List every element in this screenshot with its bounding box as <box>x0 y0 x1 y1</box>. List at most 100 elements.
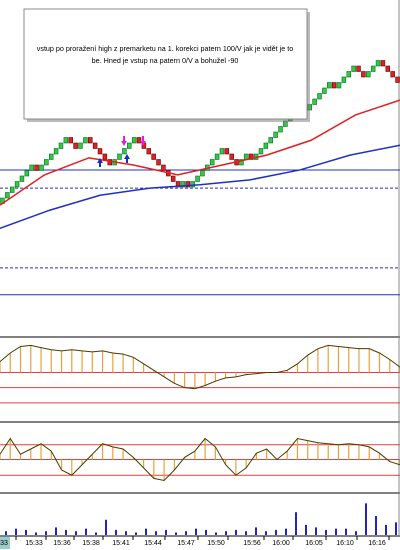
volume-bar <box>315 527 317 535</box>
renko-brick <box>214 153 220 160</box>
volume-bar <box>75 531 77 535</box>
time-label: 15:33 <box>25 540 43 547</box>
volume-bar <box>115 529 117 535</box>
renko-brick <box>78 142 83 149</box>
volume-bar <box>165 529 167 535</box>
renko-brick <box>39 164 44 171</box>
volume-bar <box>275 529 277 535</box>
renko-brick <box>9 186 15 193</box>
volume-bar <box>135 532 137 535</box>
volume-bar <box>295 512 297 535</box>
renko-brick <box>83 137 88 144</box>
renko-brick <box>229 153 234 160</box>
renko-brick <box>317 93 322 100</box>
volume-bar <box>25 529 27 535</box>
volume-bar <box>55 527 57 535</box>
renko-brick <box>161 164 166 171</box>
renko-brick <box>331 82 337 89</box>
renko-brick <box>312 98 317 105</box>
renko-brick <box>346 71 352 78</box>
volume-bar <box>255 527 257 535</box>
time-label: 33 <box>0 540 8 547</box>
renko-brick <box>370 65 376 72</box>
time-label: 15:47 <box>177 540 195 547</box>
renko-brick <box>209 159 215 166</box>
renko-brick <box>136 137 142 144</box>
volume-bar <box>385 524 387 535</box>
renko-brick <box>63 137 69 144</box>
time-label: 16:16 <box>368 540 386 547</box>
volume-bar <box>225 531 227 535</box>
renko-brick <box>53 148 59 155</box>
renko-brick <box>395 76 400 83</box>
volume-bar <box>65 529 67 535</box>
renko-brick <box>170 175 176 182</box>
volume-bar <box>105 519 107 535</box>
volume-bar <box>145 528 147 535</box>
renko-brick <box>48 153 54 160</box>
volume-bar <box>265 531 267 535</box>
renko-brick <box>92 142 98 149</box>
sell-arrow <box>121 136 127 146</box>
renko-brick <box>14 181 20 188</box>
renko-brick <box>151 153 156 160</box>
renko-brick <box>127 142 132 149</box>
volume-bar <box>305 524 307 535</box>
volume-bar <box>45 531 47 535</box>
renko-brick <box>366 71 371 78</box>
time-label: 16:05 <box>305 540 323 547</box>
note-box <box>23 8 308 120</box>
volume-bar <box>185 531 187 535</box>
renko-brick <box>190 181 195 188</box>
time-label: 15:56 <box>243 540 261 547</box>
renko-brick <box>239 159 244 166</box>
note-line: vstup po proražení high z premarketu na … <box>37 44 294 53</box>
volume-bar <box>205 529 207 535</box>
renko-brick <box>122 148 127 155</box>
renko-brick <box>341 76 347 83</box>
renko-brick <box>29 164 34 171</box>
renko-brick <box>336 82 342 89</box>
buy-arrow <box>97 158 103 167</box>
renko-brick <box>375 60 381 67</box>
buy-arrow <box>124 154 130 163</box>
renko-brick <box>385 65 391 72</box>
renko-brick <box>131 137 137 144</box>
volume-bar <box>125 531 127 535</box>
volume-bar <box>155 531 157 535</box>
time-highlight <box>0 537 10 549</box>
volume-bar <box>235 529 237 535</box>
renko-brick <box>268 137 273 144</box>
renko-brick <box>390 71 395 78</box>
renko-brick <box>97 148 103 155</box>
renko-brick <box>224 148 230 155</box>
time-label: 15:44 <box>144 540 162 547</box>
volume-bar <box>95 532 97 535</box>
renko-brick <box>180 181 186 188</box>
time-label: 16:00 <box>272 540 290 547</box>
moving-average <box>0 144 400 229</box>
time-label: 15:41 <box>112 540 130 547</box>
renko-brick <box>19 175 25 182</box>
renko-brick <box>88 137 93 144</box>
renko-brick <box>356 65 361 72</box>
renko-brick <box>102 153 108 160</box>
renko-brick <box>73 142 78 149</box>
renko-brick <box>185 181 191 188</box>
volume-bar <box>395 522 397 535</box>
volume-bar <box>215 532 217 535</box>
volume-bar <box>85 528 87 535</box>
time-label: 15:38 <box>82 540 100 547</box>
volume-bar <box>15 528 17 535</box>
renko-brick <box>58 142 64 149</box>
renko-brick <box>117 153 122 160</box>
note-line: be. Hned je vstup na patern 0/V a bohuže… <box>92 56 239 65</box>
sell-arrow <box>140 136 146 146</box>
volume-bar <box>365 503 367 535</box>
renko-brick <box>278 126 283 133</box>
time-label: 15:50 <box>207 540 225 547</box>
renko-brick <box>258 148 264 155</box>
renko-brick <box>44 159 49 166</box>
volume-bar <box>355 531 357 535</box>
